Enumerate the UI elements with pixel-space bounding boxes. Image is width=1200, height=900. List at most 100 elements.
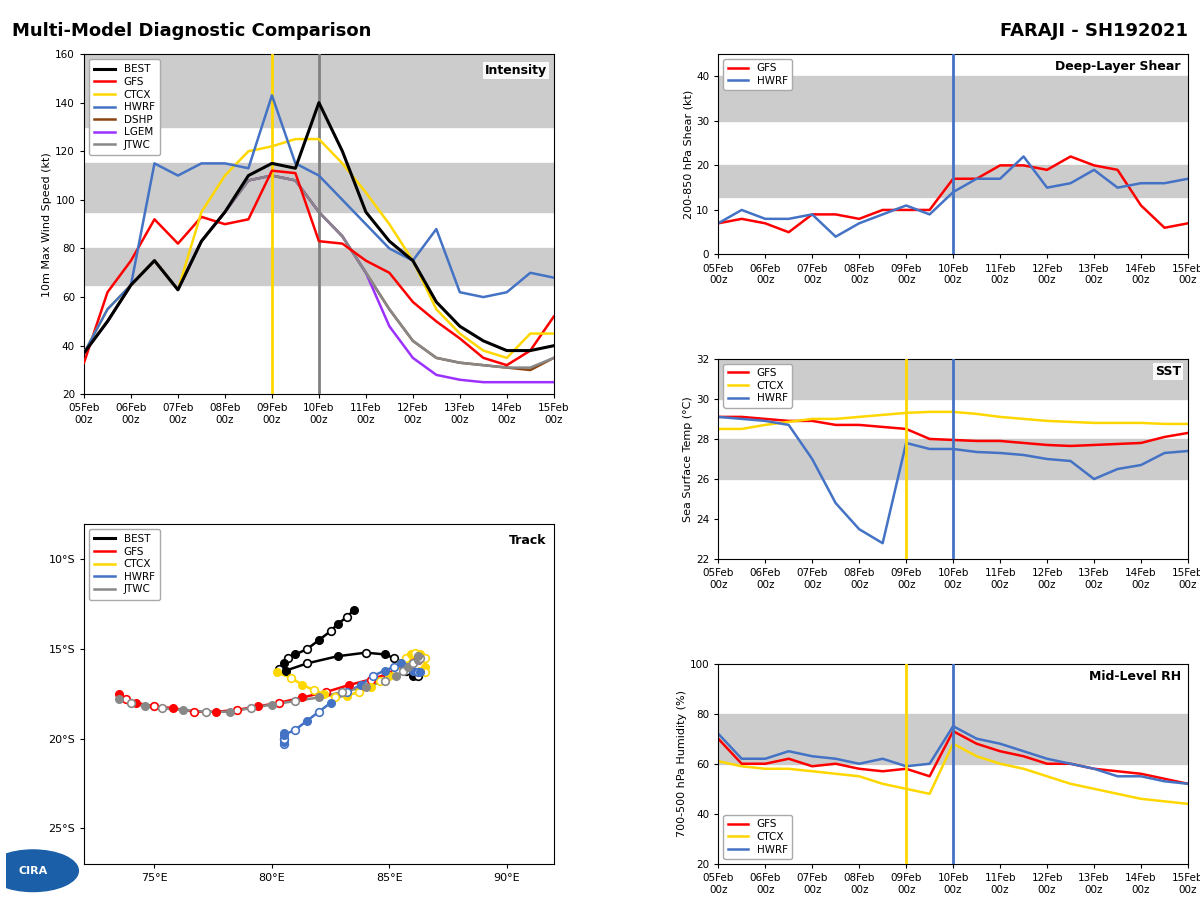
- GFS: [758, 218, 773, 229]
- GFS: [1157, 431, 1171, 442]
- GFS: [1016, 160, 1031, 171]
- HWRF: [1110, 771, 1124, 782]
- CTCX: [734, 760, 749, 771]
- Circle shape: [0, 850, 78, 892]
- GFS: [876, 421, 890, 432]
- GFS: [1063, 759, 1078, 769]
- HWRF: [1134, 460, 1148, 471]
- GFS: [852, 213, 866, 224]
- CTCX: [1063, 778, 1078, 789]
- HWRF: [828, 231, 842, 242]
- CTCX: [899, 408, 913, 418]
- GFS: [1087, 439, 1102, 450]
- CTCX: [712, 756, 726, 767]
- CTCX: [876, 410, 890, 420]
- HWRF: [1157, 776, 1171, 787]
- CTCX: [992, 759, 1007, 769]
- GFS: [946, 174, 960, 184]
- HWRF: [1040, 454, 1055, 464]
- HWRF: [805, 454, 820, 464]
- GFS: [734, 213, 749, 224]
- Line: HWRF: HWRF: [719, 417, 1188, 544]
- GFS: [946, 725, 960, 736]
- CTCX: [852, 411, 866, 422]
- GFS: [1063, 441, 1078, 452]
- HWRF: [758, 753, 773, 764]
- GFS: [992, 746, 1007, 757]
- GFS: [899, 763, 913, 774]
- GFS: [923, 771, 937, 782]
- HWRF: [1087, 473, 1102, 484]
- HWRF: [970, 174, 984, 184]
- HWRF: [1157, 447, 1171, 458]
- HWRF: [946, 721, 960, 732]
- HWRF: [1110, 183, 1124, 194]
- Bar: [719, 166, 1188, 196]
- HWRF: [923, 209, 937, 220]
- GFS: [1110, 438, 1124, 449]
- HWRF: [1040, 753, 1055, 764]
- CTCX: [1181, 418, 1195, 429]
- HWRF: [876, 538, 890, 549]
- CTCX: [1157, 796, 1171, 806]
- GFS: [923, 434, 937, 445]
- CTCX: [970, 751, 984, 761]
- HWRF: [1181, 446, 1195, 456]
- CTCX: [1157, 418, 1171, 429]
- CTCX: [1040, 771, 1055, 782]
- HWRF: [1087, 763, 1102, 774]
- HWRF: [899, 200, 913, 211]
- HWRF: [1110, 464, 1124, 474]
- Line: GFS: GFS: [719, 417, 1188, 446]
- GFS: [828, 759, 842, 769]
- HWRF: [1063, 759, 1078, 769]
- GFS: [1181, 778, 1195, 789]
- HWRF: [992, 174, 1007, 184]
- HWRF: [876, 753, 890, 764]
- CTCX: [1181, 798, 1195, 809]
- HWRF: [970, 446, 984, 457]
- Line: GFS: GFS: [719, 157, 1188, 232]
- Text: Track: Track: [509, 534, 547, 547]
- CTCX: [1087, 783, 1102, 794]
- GFS: [852, 763, 866, 774]
- HWRF: [923, 759, 937, 769]
- GFS: [1063, 151, 1078, 162]
- HWRF: [1016, 746, 1031, 757]
- CTCX: [852, 771, 866, 782]
- GFS: [758, 759, 773, 769]
- HWRF: [992, 738, 1007, 749]
- HWRF: [923, 444, 937, 454]
- Text: SST: SST: [1154, 364, 1181, 378]
- HWRF: [828, 498, 842, 508]
- GFS: [828, 209, 842, 220]
- Legend: GFS, CTCX, HWRF: GFS, CTCX, HWRF: [724, 364, 792, 408]
- GFS: [992, 160, 1007, 171]
- GFS: [781, 227, 796, 238]
- GFS: [1016, 751, 1031, 761]
- CTCX: [899, 783, 913, 794]
- Bar: [719, 359, 1188, 399]
- HWRF: [970, 734, 984, 744]
- GFS: [712, 734, 726, 744]
- GFS: [1040, 439, 1055, 450]
- HWRF: [992, 447, 1007, 458]
- GFS: [1134, 769, 1148, 779]
- GFS: [1087, 763, 1102, 774]
- GFS: [1087, 160, 1102, 171]
- Text: Deep-Layer Shear: Deep-Layer Shear: [1056, 60, 1181, 73]
- CTCX: [781, 763, 796, 774]
- GFS: [1157, 222, 1171, 233]
- HWRF: [805, 209, 820, 220]
- GFS: [758, 413, 773, 424]
- GFS: [992, 436, 1007, 446]
- Line: HWRF: HWRF: [719, 726, 1188, 784]
- Y-axis label: 200-850 hPa Shear (kt): 200-850 hPa Shear (kt): [683, 90, 694, 219]
- GFS: [1181, 218, 1195, 229]
- CTCX: [805, 766, 820, 777]
- HWRF: [899, 760, 913, 771]
- GFS: [970, 174, 984, 184]
- GFS: [712, 218, 726, 229]
- CTCX: [805, 413, 820, 424]
- HWRF: [781, 419, 796, 430]
